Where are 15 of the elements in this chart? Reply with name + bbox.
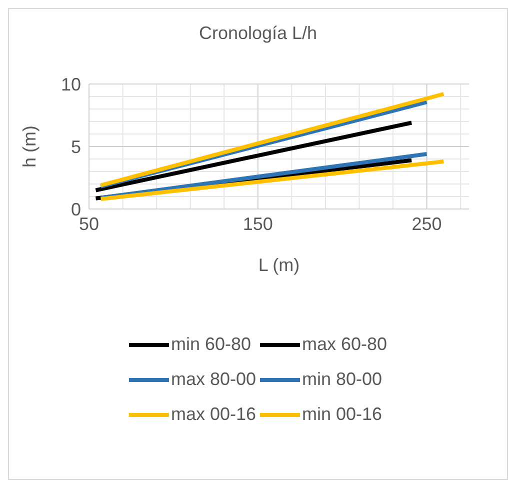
x-tick-label: 150 (242, 214, 273, 234)
x-tick-label: 250 (412, 214, 442, 234)
legend-label: max 00-16 (170, 404, 256, 425)
legend-label: max 60-80 (302, 334, 388, 355)
y-tick-label: 10 (60, 74, 81, 94)
x-tick-label: 50 (78, 214, 100, 234)
legend-label: min 60-80 (170, 334, 251, 355)
x-axis-title: L (m) (258, 255, 300, 275)
y-tick-label: 0 (70, 199, 81, 220)
y-tick-label: 5 (70, 136, 81, 157)
chart-title: Cronología L/h (198, 23, 318, 44)
legend-label: min 80-00 (302, 369, 382, 390)
legend-label: min 00-16 (302, 404, 382, 425)
y-axis-title: h (m) (19, 126, 40, 168)
legend-label: max 80-00 (170, 369, 256, 390)
